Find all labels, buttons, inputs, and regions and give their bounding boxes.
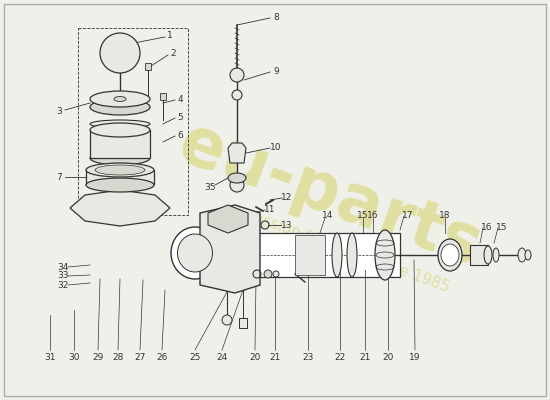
- Polygon shape: [228, 143, 246, 163]
- Text: 17: 17: [402, 210, 414, 220]
- Bar: [160, 93, 166, 100]
- Polygon shape: [70, 190, 170, 226]
- Bar: [239, 318, 247, 328]
- Ellipse shape: [90, 91, 150, 107]
- Circle shape: [100, 33, 140, 73]
- Ellipse shape: [332, 233, 342, 277]
- Text: 2: 2: [170, 50, 176, 58]
- Text: 1: 1: [167, 32, 173, 40]
- Text: 20: 20: [249, 354, 261, 362]
- Text: 9: 9: [273, 66, 279, 76]
- Text: 33: 33: [57, 272, 69, 280]
- Bar: [145, 63, 151, 70]
- Ellipse shape: [228, 173, 246, 183]
- Text: 28: 28: [112, 354, 124, 362]
- Text: a passion for parts since 1985: a passion for parts since 1985: [229, 202, 451, 294]
- Text: 32: 32: [57, 280, 69, 290]
- Ellipse shape: [441, 244, 459, 266]
- Polygon shape: [208, 205, 248, 233]
- Ellipse shape: [86, 178, 154, 192]
- Text: 11: 11: [264, 204, 276, 214]
- Ellipse shape: [171, 227, 219, 279]
- Text: 3: 3: [56, 106, 62, 116]
- Ellipse shape: [178, 234, 212, 272]
- Ellipse shape: [90, 120, 150, 128]
- Ellipse shape: [90, 99, 150, 115]
- Bar: [86, 170, 154, 184]
- Text: 22: 22: [334, 354, 345, 362]
- Ellipse shape: [525, 250, 531, 260]
- Text: eu-parts: eu-parts: [169, 110, 491, 280]
- Text: 18: 18: [439, 210, 451, 220]
- Text: 5: 5: [177, 112, 183, 122]
- Text: 14: 14: [322, 212, 334, 220]
- Text: 20: 20: [382, 354, 394, 362]
- Ellipse shape: [484, 246, 492, 264]
- Text: 21: 21: [270, 354, 280, 362]
- Text: 6: 6: [177, 130, 183, 140]
- Text: 34: 34: [57, 262, 69, 272]
- Text: 4: 4: [177, 94, 183, 104]
- Ellipse shape: [264, 270, 272, 278]
- Ellipse shape: [114, 96, 126, 102]
- Text: 15: 15: [358, 210, 368, 220]
- Ellipse shape: [438, 239, 462, 271]
- Text: 25: 25: [189, 354, 201, 362]
- Ellipse shape: [375, 230, 395, 280]
- Bar: [470, 245, 488, 265]
- Circle shape: [230, 178, 244, 192]
- Ellipse shape: [347, 233, 357, 277]
- Text: 16: 16: [481, 222, 493, 232]
- Ellipse shape: [95, 165, 145, 175]
- Text: 13: 13: [281, 220, 293, 230]
- Text: 8: 8: [273, 12, 279, 22]
- Text: 10: 10: [270, 142, 282, 152]
- Text: 27: 27: [134, 354, 146, 362]
- Text: 12: 12: [281, 192, 293, 202]
- Text: 31: 31: [44, 354, 56, 362]
- Ellipse shape: [86, 163, 154, 177]
- Circle shape: [230, 68, 244, 82]
- Ellipse shape: [518, 248, 526, 262]
- Text: 15: 15: [496, 222, 508, 232]
- Bar: [255, 233, 400, 277]
- Text: 21: 21: [359, 354, 371, 362]
- Ellipse shape: [493, 248, 499, 262]
- Circle shape: [222, 315, 232, 325]
- Text: 29: 29: [92, 354, 104, 362]
- Text: 24: 24: [216, 354, 228, 362]
- Text: 7: 7: [56, 172, 62, 182]
- Text: 16: 16: [367, 210, 379, 220]
- Text: 19: 19: [409, 354, 421, 362]
- Circle shape: [232, 90, 242, 100]
- Bar: [295, 235, 325, 275]
- Bar: [90, 130, 150, 158]
- Ellipse shape: [273, 271, 279, 277]
- Text: 35: 35: [204, 182, 216, 192]
- Polygon shape: [200, 205, 260, 293]
- Text: 30: 30: [68, 354, 80, 362]
- Text: 26: 26: [156, 354, 168, 362]
- Ellipse shape: [90, 123, 150, 137]
- Ellipse shape: [90, 151, 150, 165]
- Text: 23: 23: [302, 354, 313, 362]
